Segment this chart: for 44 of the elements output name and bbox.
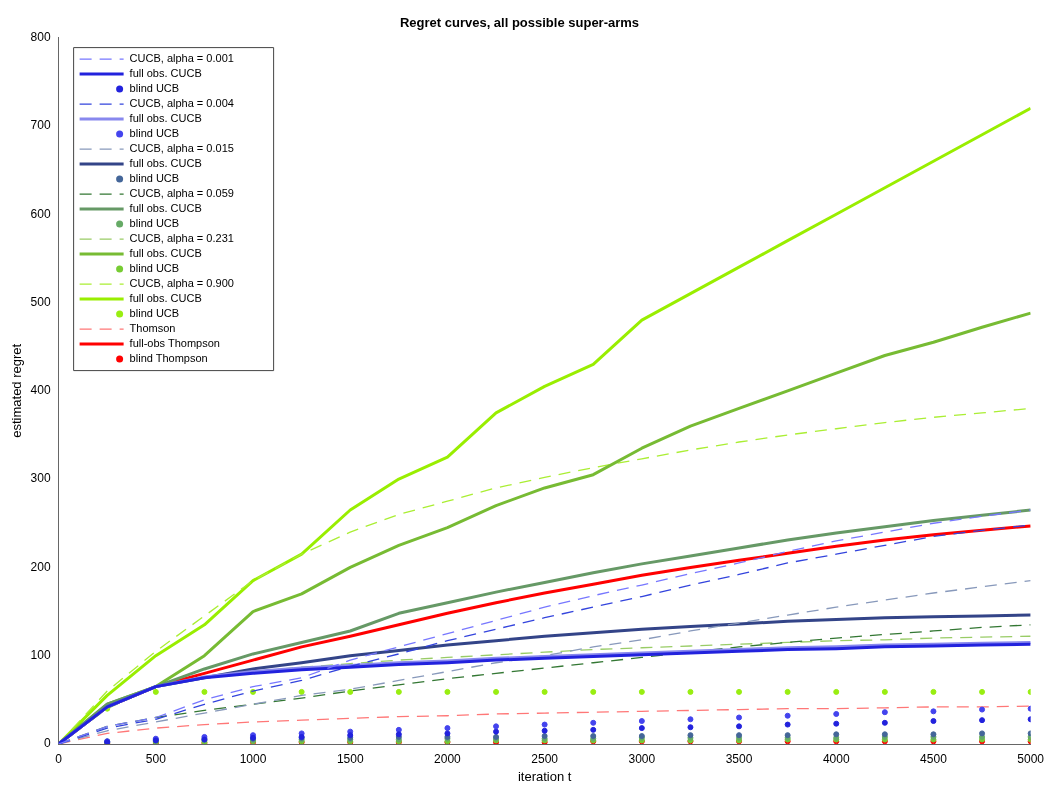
x-tick-label: 4000 [822, 751, 850, 766]
x-tick-label: 2500 [531, 751, 559, 766]
x-tick-label: 4500 [920, 751, 948, 766]
legend-label: CUCB, alpha = 0.001 [129, 52, 234, 65]
legend-label: blind UCB [129, 262, 180, 275]
chart-title: Regret curves, all possible super-arms [399, 15, 640, 31]
y-tick-label: 600 [30, 206, 51, 221]
legend-label: blind UCB [129, 82, 180, 95]
y-tick-label: 800 [30, 29, 51, 44]
legend-label: blind UCB [129, 127, 180, 140]
legend-label: full obs. CUCB [129, 247, 202, 260]
legend-label: blind UCB [129, 307, 180, 320]
legend-label: full obs. CUCB [129, 202, 202, 215]
legend-label: full obs. CUCB [129, 67, 202, 80]
y-tick-label: 0 [43, 736, 51, 751]
y-tick-label: 200 [30, 559, 51, 574]
legend-label: full obs. CUCB [129, 112, 202, 125]
y-tick-label: 700 [30, 118, 51, 133]
legend-label: CUCB, alpha = 0.015 [129, 142, 234, 155]
x-tick-label: 0 [55, 751, 63, 766]
y-tick-label: 400 [30, 383, 51, 398]
x-tick-label: 1500 [336, 751, 364, 766]
legend-label: blind UCB [129, 217, 180, 230]
y-axis-title: estimated regret [9, 343, 25, 438]
x-tick-label: 5000 [1017, 751, 1045, 766]
x-axis-title: iteration t [517, 768, 572, 784]
x-tick-label: 500 [145, 751, 167, 766]
legend-label: blind Thompson [129, 352, 208, 365]
x-tick-label: 3000 [628, 751, 656, 766]
x-tick-label: 2000 [434, 751, 462, 766]
legend-label: CUCB, alpha = 0.231 [129, 232, 234, 245]
legend-label: CUCB, alpha = 0.059 [129, 187, 234, 200]
legend-label: CUCB, alpha = 0.004 [129, 97, 234, 110]
y-tick-label: 300 [30, 471, 51, 486]
x-tick-label: 3500 [725, 751, 753, 766]
legend-label: blind UCB [129, 172, 180, 185]
legend-label: full obs. CUCB [129, 292, 202, 305]
x-tick-label: 1000 [239, 751, 267, 766]
y-tick-label: 500 [30, 294, 51, 309]
legend-label: CUCB, alpha = 0.900 [129, 277, 234, 290]
legend-label: Thomson [129, 322, 176, 335]
legend-label: full obs. CUCB [129, 157, 202, 170]
y-tick-label: 100 [30, 648, 51, 663]
legend-label: full-obs Thompson [129, 337, 220, 350]
